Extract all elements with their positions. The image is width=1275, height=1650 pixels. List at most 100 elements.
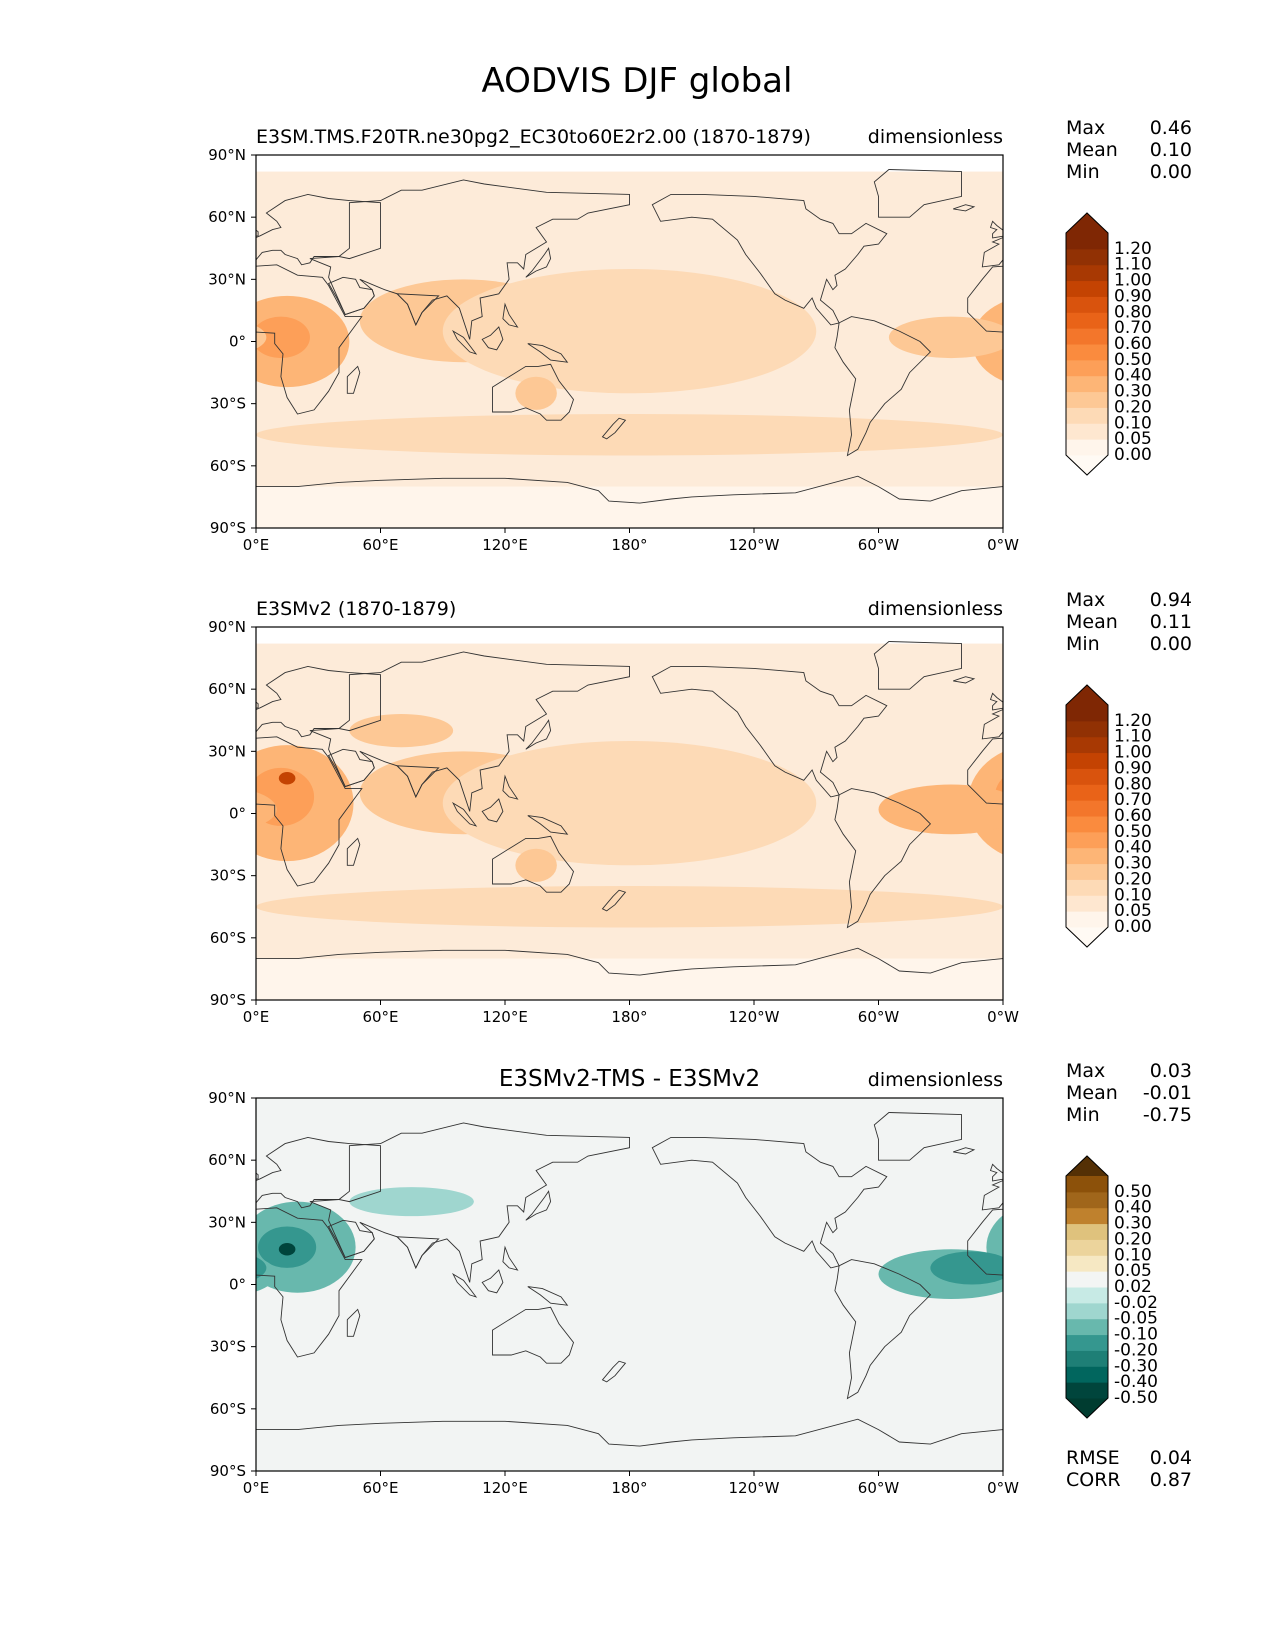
stat-value: -0.01 xyxy=(1143,1082,1192,1104)
colorbar-under-extend xyxy=(1066,455,1108,475)
stat-value: 0.10 xyxy=(1150,139,1192,161)
coastline-africa xyxy=(256,264,363,415)
x-tick-label: 120°W xyxy=(729,1479,780,1497)
colorbar-tick-label: 0.05 xyxy=(1114,1261,1152,1281)
colorbar-band xyxy=(1066,768,1108,785)
stat-value: 0.04 xyxy=(1150,1447,1192,1469)
field-contour xyxy=(0,414,256,455)
y-tick-label: 0° xyxy=(229,333,246,351)
x-tick-label: 60°E xyxy=(362,1008,398,1026)
field-contour xyxy=(256,325,267,349)
colorbar-band xyxy=(1066,784,1108,801)
coastline-newguinea xyxy=(527,343,569,363)
coastline-europe xyxy=(256,1136,381,1209)
stat-value: 0.00 xyxy=(1150,633,1192,655)
colorbar-tick-label: 0.30 xyxy=(1114,854,1152,874)
field-contour xyxy=(256,414,1003,456)
coastline-australia xyxy=(492,363,575,421)
coastline-uk xyxy=(256,1172,259,1180)
colorbar-band xyxy=(1066,736,1108,754)
coastlines xyxy=(256,1112,1275,1471)
stat-value: 0.46 xyxy=(1150,117,1192,139)
y-tick-label: 30°N xyxy=(208,742,246,760)
colorbar-band xyxy=(1066,296,1108,313)
colorbar-band xyxy=(1066,752,1108,769)
colorbar-tick-label: 1.20 xyxy=(1114,711,1152,731)
colorbar-band xyxy=(1066,911,1108,928)
coastline-greenland xyxy=(873,1112,962,1161)
coastline-iceland xyxy=(953,676,976,684)
coastline-australia xyxy=(492,1306,575,1364)
coastline-antarctica xyxy=(1002,958,1003,1000)
colorbar-band xyxy=(1066,879,1108,896)
colorbar-band xyxy=(1066,423,1108,440)
coastline-antarctica xyxy=(256,1418,1003,1471)
colorbar-band xyxy=(1066,831,1108,849)
coastline-sumatra xyxy=(1200,803,1223,826)
y-tick-label: 60°S xyxy=(210,929,246,947)
y-tick-label: 60°N xyxy=(208,208,246,226)
colorbar-tick-label: -0.05 xyxy=(1114,1309,1158,1329)
y-tick-label: 60°S xyxy=(210,1400,246,1418)
y-tick-label: 60°N xyxy=(208,1151,246,1169)
coastline-iceland xyxy=(953,204,976,212)
colorbar-band xyxy=(1066,800,1108,817)
coastline-nz xyxy=(601,417,627,440)
colorbar-band xyxy=(1066,1302,1108,1320)
coastline-asia xyxy=(309,651,630,812)
field-contour xyxy=(998,326,1003,349)
x-tick-label: 120°E xyxy=(482,536,528,554)
field-contour xyxy=(256,791,277,827)
map-panel-test: 0°E 60°E 120°E 180° 120°W 60°W 0°W 90°N 60°N 30°N… xyxy=(0,117,1265,554)
colorbar-tick-label: 0.70 xyxy=(1114,790,1152,810)
colorbar-band xyxy=(1066,1176,1108,1193)
colorbar: 0.000.050.100.200.300.400.500.600.700.80… xyxy=(1065,684,1152,948)
coastline-borneo xyxy=(481,1269,504,1294)
x-tick-label: 0°E xyxy=(243,1479,270,1497)
colorbar-tick-label: 0.00 xyxy=(1114,445,1152,465)
coastline-australia xyxy=(1240,1307,1275,1363)
coastline-australia xyxy=(492,835,575,893)
colorbar-band xyxy=(1066,439,1108,456)
colorbar-tick-label: 0.40 xyxy=(1114,838,1152,858)
coastline-australia xyxy=(1240,836,1275,892)
coastline-samerica xyxy=(834,1259,932,1400)
stat-value: 0.94 xyxy=(1150,589,1192,611)
stat-label: RMSE xyxy=(1066,1447,1120,1469)
stat-value: 0.03 xyxy=(1150,1060,1192,1082)
field-contour xyxy=(442,740,817,866)
stat-label: Mean xyxy=(1066,1082,1118,1104)
field-contour xyxy=(0,886,256,927)
colorbar-band xyxy=(1066,248,1108,266)
colorbar-band xyxy=(1066,280,1108,297)
colorbar-tick-label: 1.10 xyxy=(1114,255,1152,275)
coastline-japan xyxy=(525,719,552,750)
field-contour xyxy=(515,376,557,410)
colorbar-band xyxy=(1066,1207,1108,1225)
coastline-uk xyxy=(256,229,259,237)
panel-title-center: E3SMv2-TMS - E3SMv2 xyxy=(499,1066,760,1092)
stat-value: 0.87 xyxy=(1150,1469,1192,1491)
coastline-antarctica xyxy=(256,475,1003,528)
x-tick-label: 0°W xyxy=(987,1479,1019,1497)
coastline-samerica xyxy=(834,316,932,457)
coastline-namerica xyxy=(651,193,888,326)
colorbar-tick-label: 0.50 xyxy=(1114,822,1152,842)
polar-band xyxy=(256,627,1003,644)
y-tick-label: 60°N xyxy=(208,680,246,698)
x-tick-label: 120°E xyxy=(482,1479,528,1497)
coastline-philippines xyxy=(1250,304,1265,327)
colorbar-band xyxy=(1066,359,1108,377)
colorbar-tick-label: 0.05 xyxy=(1114,429,1152,449)
coastline-arabia xyxy=(327,276,375,316)
field-contour xyxy=(278,1243,296,1256)
coastline-madagascar xyxy=(346,1308,361,1337)
coastline-philippines xyxy=(1250,1247,1265,1270)
stat-label: Min xyxy=(1066,633,1100,655)
x-tick-label: 60°E xyxy=(362,1479,398,1497)
x-tick-label: 120°W xyxy=(729,1008,780,1026)
coastline-india xyxy=(395,293,440,326)
coastline-uk xyxy=(989,220,1003,239)
colorbar-tick-label: 1.20 xyxy=(1114,239,1152,259)
